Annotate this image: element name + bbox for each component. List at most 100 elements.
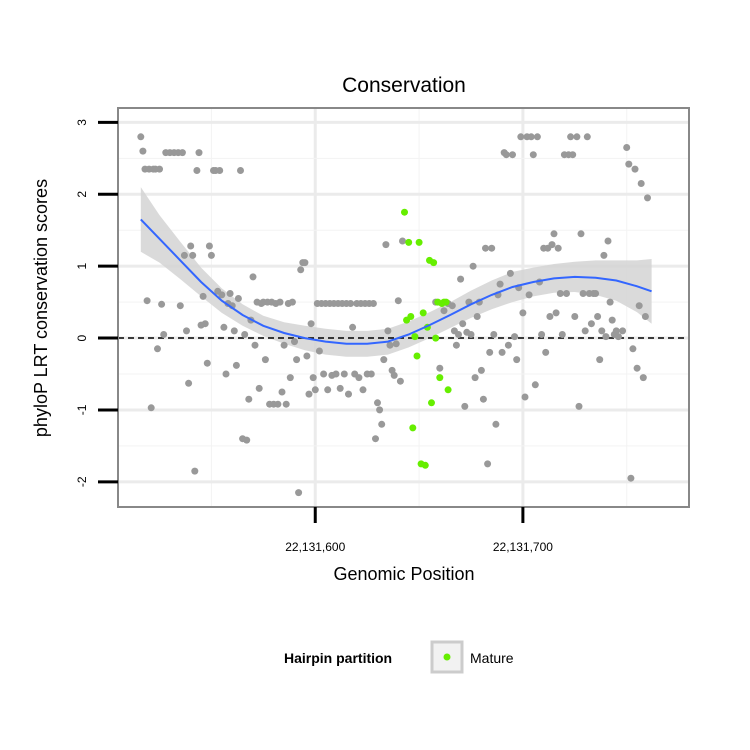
data-point (533, 133, 541, 141)
data-point (492, 420, 500, 428)
data-point (183, 327, 190, 335)
data-point (594, 313, 602, 320)
data-point (455, 331, 462, 338)
data-point (504, 341, 512, 349)
data-point (517, 133, 525, 141)
data-point (349, 323, 357, 331)
data-point (245, 395, 253, 403)
data-point (295, 489, 303, 497)
data-point (282, 400, 290, 408)
data-point-mature (432, 334, 440, 342)
data-point (606, 298, 614, 306)
data-point (305, 390, 313, 398)
data-point (374, 399, 381, 407)
data-point (195, 149, 203, 157)
data-point (554, 244, 562, 252)
data-point (531, 381, 539, 389)
data-point (311, 386, 319, 394)
data-point (205, 242, 213, 250)
data-point (293, 356, 301, 364)
data-point (154, 345, 161, 353)
y-tick-label: 3 (75, 119, 89, 126)
data-point (482, 244, 489, 252)
data-point (598, 327, 606, 335)
data-point (261, 356, 269, 364)
data-point (303, 352, 311, 360)
data-point (147, 404, 155, 412)
data-point (355, 374, 363, 382)
data-point (459, 320, 467, 328)
data-point-mature (419, 309, 427, 317)
data-point (452, 341, 460, 349)
data-point (392, 340, 400, 348)
data-point (241, 331, 249, 338)
data-point-mature (401, 208, 408, 216)
data-point (297, 266, 305, 274)
data-point-mature (436, 374, 444, 382)
data-point (502, 151, 510, 159)
data-point (635, 302, 643, 310)
data-point (436, 364, 444, 372)
data-point (307, 320, 315, 328)
data-point (278, 388, 286, 396)
data-point (619, 327, 627, 335)
points-layer (118, 133, 689, 497)
data-point (143, 297, 151, 305)
data-point (623, 144, 631, 151)
data-point-mature (428, 399, 435, 407)
data-point (180, 251, 188, 259)
data-point (203, 359, 211, 367)
data-point (612, 327, 620, 335)
data-point (386, 341, 394, 349)
x-tick-label: 22,131,600 (285, 540, 345, 554)
data-point (457, 275, 465, 283)
data-point (185, 379, 193, 387)
y-axis-title: phyloP LRT conservation scores (31, 179, 51, 437)
data-point (324, 386, 332, 394)
data-point (376, 406, 384, 414)
data-point (274, 400, 282, 408)
data-point (191, 467, 199, 475)
data-point (178, 149, 186, 157)
data-point (139, 147, 147, 155)
data-point (527, 133, 535, 141)
data-point (602, 333, 610, 341)
data-point (345, 390, 352, 398)
legend-key-mature-point (443, 653, 451, 661)
data-point (629, 345, 637, 353)
data-point (608, 316, 616, 324)
data-point (581, 327, 589, 335)
data-point (384, 327, 392, 335)
data-point (592, 290, 600, 297)
data-point (631, 165, 639, 173)
data-point-mature (444, 386, 452, 394)
data-point (359, 386, 367, 394)
data-point (187, 242, 195, 250)
y-tick-label: 2 (75, 191, 89, 198)
data-point (579, 290, 587, 297)
data-point (471, 374, 479, 382)
data-point (486, 348, 494, 356)
chart-title: Conservation (342, 74, 466, 97)
data-point (479, 395, 487, 403)
data-point (614, 333, 622, 341)
data-point-mature (405, 238, 413, 246)
data-point (237, 167, 244, 174)
data-point (137, 133, 145, 141)
y-tick-label: -1 (75, 404, 89, 415)
data-point (280, 341, 288, 349)
data-point (332, 370, 340, 378)
x-axis-title: Genomic Position (333, 564, 474, 584)
data-point (498, 348, 506, 356)
data-point (571, 313, 579, 320)
data-point (573, 133, 581, 141)
data-point (286, 374, 294, 382)
data-point (220, 323, 228, 331)
smooth-line-layer (140, 218, 652, 345)
data-point (176, 302, 184, 310)
data-point (336, 384, 344, 392)
data-point (506, 269, 514, 277)
data-point (461, 402, 469, 410)
data-point (477, 366, 485, 374)
